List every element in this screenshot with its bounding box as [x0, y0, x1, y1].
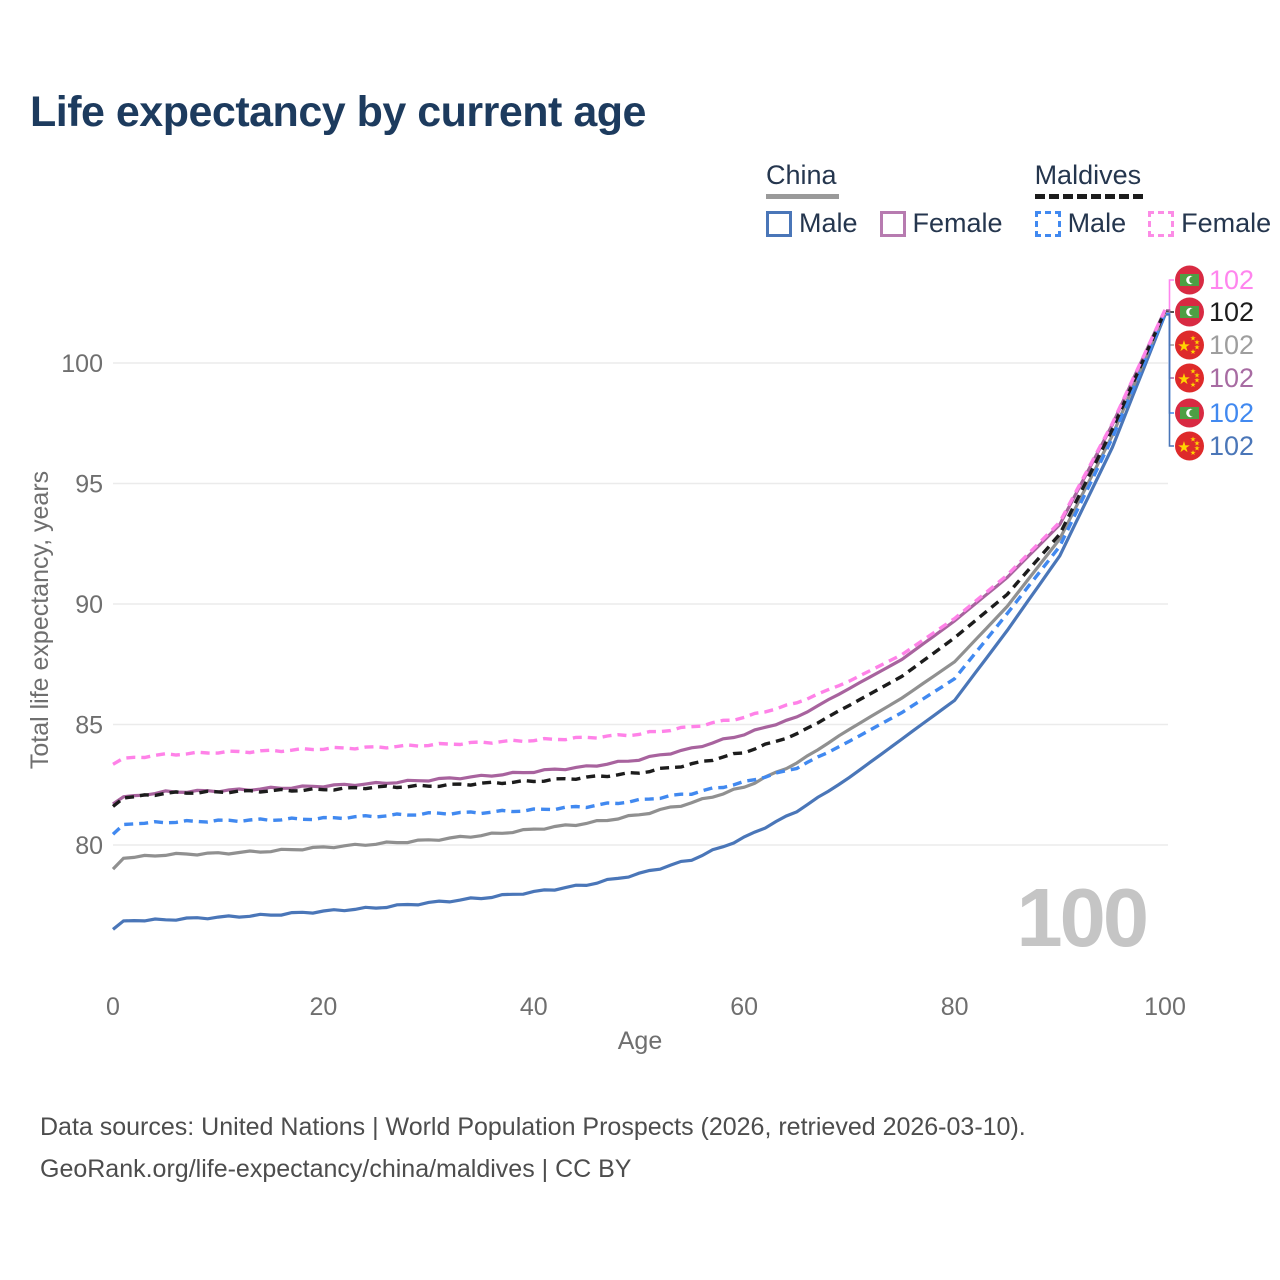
- legend-item-maldives-female[interactable]: Female: [1148, 208, 1271, 239]
- x-tick-label: 100: [1144, 993, 1186, 1021]
- y-axis-title: Total life expectancy, years: [26, 471, 54, 769]
- maldives-flag-icon: [1175, 297, 1204, 327]
- legend-item-label: Male: [1067, 208, 1127, 238]
- svg-text:★: ★: [1190, 449, 1196, 457]
- series-line-china-male[interactable]: [111, 314, 1167, 931]
- china-flag-icon: ★ ★★★★: [1175, 431, 1204, 461]
- y-tick-label: 90: [75, 591, 103, 619]
- svg-text:★: ★: [1194, 445, 1200, 453]
- x-tick-label: 80: [941, 993, 969, 1021]
- x-tick-label: 20: [309, 993, 337, 1021]
- svg-text:★: ★: [1177, 371, 1190, 388]
- footer-datasource: Data sources: United Nations | World Pop…: [40, 1113, 1026, 1141]
- legend-group-label: China: [766, 160, 839, 199]
- svg-text:★: ★: [1194, 344, 1200, 352]
- legend-swatch-icon: [1034, 210, 1061, 237]
- end-value-label-maldives-male: 102: [1209, 398, 1254, 428]
- legend-item-label: Male: [799, 208, 858, 238]
- x-tick-label: 0: [106, 993, 120, 1021]
- svg-text:★: ★: [1177, 439, 1190, 456]
- series-line-maldives-female[interactable]: [112, 309, 1167, 766]
- end-value-label-china-female: 102: [1209, 363, 1254, 393]
- end-value-label-china-male: 102: [1209, 431, 1254, 461]
- china-flag-icon: ★ ★★★★: [1175, 330, 1204, 360]
- legend-item-label: Female: [1181, 208, 1272, 238]
- legend-item-label: Female: [912, 208, 1003, 238]
- legend-item-maldives-male[interactable]: Male: [1034, 208, 1127, 239]
- svg-text:★: ★: [1190, 436, 1196, 444]
- y-tick-label: 80: [75, 832, 103, 860]
- x-tick-label: 40: [520, 993, 548, 1021]
- svg-text:★: ★: [1194, 372, 1200, 380]
- series-line-maldives-male[interactable]: [111, 312, 1167, 836]
- svg-text:★: ★: [1177, 338, 1190, 355]
- svg-text:★: ★: [1190, 381, 1196, 389]
- end-value-label-maldives-female: 102: [1209, 265, 1254, 295]
- x-axis-title: Age: [618, 1027, 662, 1055]
- legend-item-china-male[interactable]: Male: [766, 208, 858, 239]
- legend: China Male Female Maldives Male Female: [766, 160, 1271, 239]
- maldives-flag-icon: [1175, 265, 1204, 295]
- age-counter-watermark: 100: [1017, 871, 1146, 964]
- china-flag-icon: ★ ★★★★: [1175, 363, 1204, 393]
- end-label-connector: [1166, 314, 1174, 447]
- svg-text:★: ★: [1194, 440, 1200, 448]
- page-title: Life expectancy by current age: [30, 88, 646, 136]
- footer-attribution: GeoRank.org/life-expectancy/china/maldiv…: [40, 1155, 632, 1183]
- series-line-maldives[interactable]: [111, 310, 1167, 808]
- legend-swatch-icon: [879, 210, 906, 237]
- legend-group-label: Maldives: [1034, 160, 1144, 199]
- legend-swatch-icon: [766, 210, 792, 237]
- legend-group-maldives: Maldives Male Female: [1034, 160, 1271, 239]
- y-tick-label: 100: [61, 350, 103, 378]
- series-line-china-female[interactable]: [112, 309, 1167, 806]
- legend-swatch-icon: [1148, 210, 1175, 237]
- svg-text:★: ★: [1194, 339, 1200, 347]
- footer: Data sources: United Nations | World Pop…: [40, 1106, 1026, 1190]
- maldives-flag-icon: [1175, 398, 1204, 428]
- svg-text:★: ★: [1194, 377, 1200, 385]
- legend-item-china-female[interactable]: Female: [879, 208, 1003, 239]
- svg-text:★: ★: [1190, 335, 1196, 343]
- x-tick-label: 60: [730, 993, 758, 1021]
- svg-text:★: ★: [1190, 368, 1196, 376]
- y-tick-label: 95: [75, 471, 103, 499]
- svg-text:★: ★: [1190, 348, 1196, 356]
- series-line-china[interactable]: [111, 311, 1167, 871]
- y-tick-label: 85: [75, 712, 103, 740]
- end-value-label-china: 102: [1209, 330, 1254, 360]
- end-label-connector: [1166, 279, 1174, 311]
- end-value-label-maldives: 102: [1209, 297, 1254, 327]
- legend-group-china: China Male Female: [766, 160, 1003, 239]
